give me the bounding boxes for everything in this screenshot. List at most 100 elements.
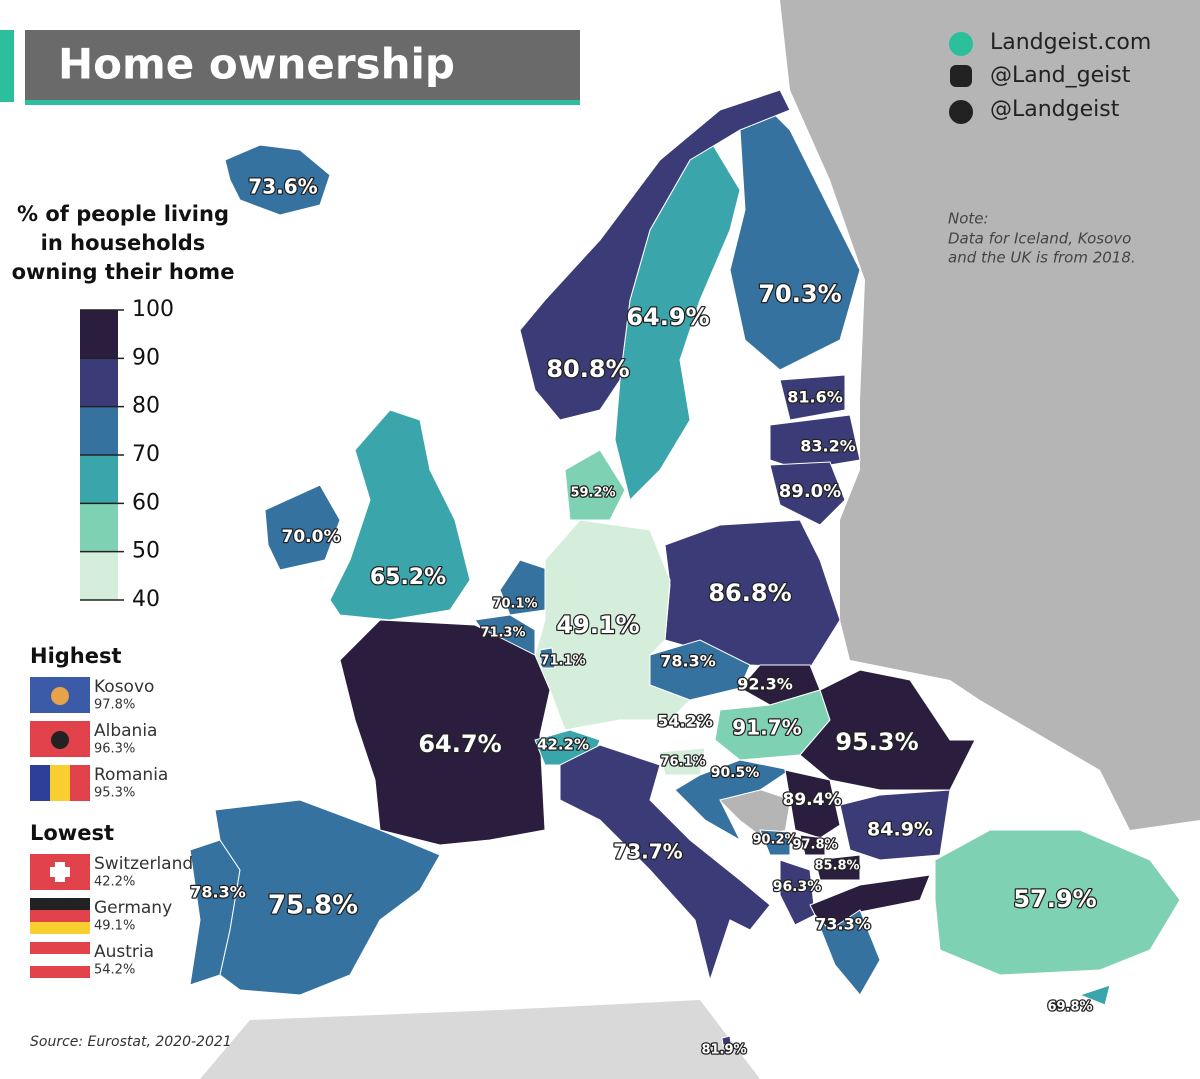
country: [564, 449, 626, 521]
title-underline: [25, 100, 580, 105]
flag: [30, 942, 90, 978]
country: [779, 859, 816, 926]
legend-swatch: [80, 358, 118, 407]
legend-tick-label: 60: [132, 490, 160, 515]
country: [674, 759, 792, 842]
value-label: 54.2%: [657, 712, 713, 731]
value-label: 90.2%: [752, 833, 797, 848]
rank-value: 42.2%: [94, 875, 135, 890]
flag: [30, 721, 90, 757]
flag-part: [70, 765, 90, 801]
value-label: 81.6%: [787, 388, 843, 407]
legend-title-line: in households: [41, 231, 206, 255]
rank-heading: Highest: [30, 644, 122, 668]
country: [814, 909, 881, 996]
rank-name: Switzerland: [94, 854, 193, 874]
value-label: 90.5%: [711, 765, 760, 781]
grey-land: [720, 790, 790, 835]
country: [934, 829, 1181, 976]
value-label: 95.3%: [835, 728, 918, 756]
rank-name: Albania: [94, 721, 157, 741]
web-icon: [949, 32, 973, 56]
country: [559, 744, 771, 982]
title: Home ownership: [58, 40, 455, 89]
rank-value: 54.2%: [94, 963, 135, 978]
value-label: 75.8%: [268, 891, 358, 921]
value-label: 64.9%: [626, 303, 709, 331]
flag: [30, 898, 90, 934]
country: [339, 619, 551, 846]
legend-title-line: owning their home: [12, 260, 235, 284]
country: [329, 409, 471, 621]
flag-part: [30, 954, 90, 966]
country: [264, 484, 341, 571]
value-label: 81.9%: [701, 1043, 746, 1058]
value-label: 49.1%: [556, 611, 639, 639]
value-label: 64.7%: [418, 730, 501, 758]
country: [799, 834, 826, 856]
flag-part: [30, 765, 50, 801]
rank-value: 49.1%: [94, 919, 135, 934]
legend-swatch: [80, 503, 118, 552]
title-banner: [25, 30, 580, 102]
value-label: 84.9%: [867, 819, 933, 841]
country: [779, 374, 846, 421]
instagram-icon: [950, 65, 972, 87]
value-label: 78.3%: [190, 883, 246, 902]
legend-tick-label: 100: [132, 297, 174, 322]
flag-part: [51, 731, 69, 749]
flag-part: [50, 867, 70, 877]
note-line: and the UK is from 2018.: [948, 249, 1136, 267]
value-label: 42.2%: [537, 736, 589, 754]
value-label: 71.3%: [480, 626, 525, 641]
twitter-icon: [949, 100, 973, 124]
legend-tick-label: 50: [132, 539, 160, 564]
legend-swatch: [80, 406, 118, 455]
value-label: 96.3%: [773, 879, 822, 895]
flag-part: [50, 765, 70, 801]
social-text: @Land_geist: [990, 63, 1131, 88]
note-line: Note:: [948, 210, 989, 228]
legend-tick-label: 40: [132, 587, 160, 612]
country: [539, 647, 556, 669]
flag-part: [30, 966, 90, 978]
social-text: @Landgeist: [990, 97, 1120, 122]
value-label: 59.2%: [570, 486, 615, 501]
country: [519, 89, 791, 421]
country: [1078, 984, 1111, 1006]
social-text: Landgeist.com: [990, 30, 1151, 55]
legend-tick-label: 80: [132, 394, 160, 419]
flag-part: [30, 942, 90, 954]
value-label: 70.1%: [492, 597, 537, 612]
flag: [30, 765, 90, 801]
value-label: 73.3%: [815, 915, 871, 934]
value-label: 92.3%: [737, 675, 793, 694]
rank-value: 97.8%: [94, 698, 135, 713]
flag: [30, 854, 90, 890]
legend-tick-label: 70: [132, 442, 160, 467]
flag-part: [30, 910, 90, 922]
legend-tick-label: 90: [132, 345, 160, 370]
value-label: 73.7%: [613, 840, 682, 864]
country: [721, 1035, 732, 1046]
value-label: 70.0%: [282, 527, 341, 547]
value-label: 85.8%: [814, 859, 859, 874]
legend-title-line: % of people living: [17, 202, 229, 226]
value-label: 91.7%: [732, 716, 801, 740]
country: [769, 461, 846, 526]
value-label: 89.0%: [779, 481, 841, 502]
value-label: 73.6%: [248, 175, 317, 199]
rank-name: Austria: [94, 942, 154, 962]
value-label: 57.9%: [1013, 885, 1096, 913]
value-label: 86.8%: [708, 579, 791, 607]
legend-title: % of people living in households owning …: [12, 202, 235, 284]
value-label: 76.1%: [660, 755, 705, 770]
legend-swatch: [80, 310, 118, 359]
flag-part: [30, 898, 90, 910]
legend-swatch: [80, 455, 118, 504]
flag-part: [30, 922, 90, 934]
country: [839, 789, 951, 861]
legend-swatch: [80, 551, 118, 600]
grey-land: [780, 0, 1200, 830]
